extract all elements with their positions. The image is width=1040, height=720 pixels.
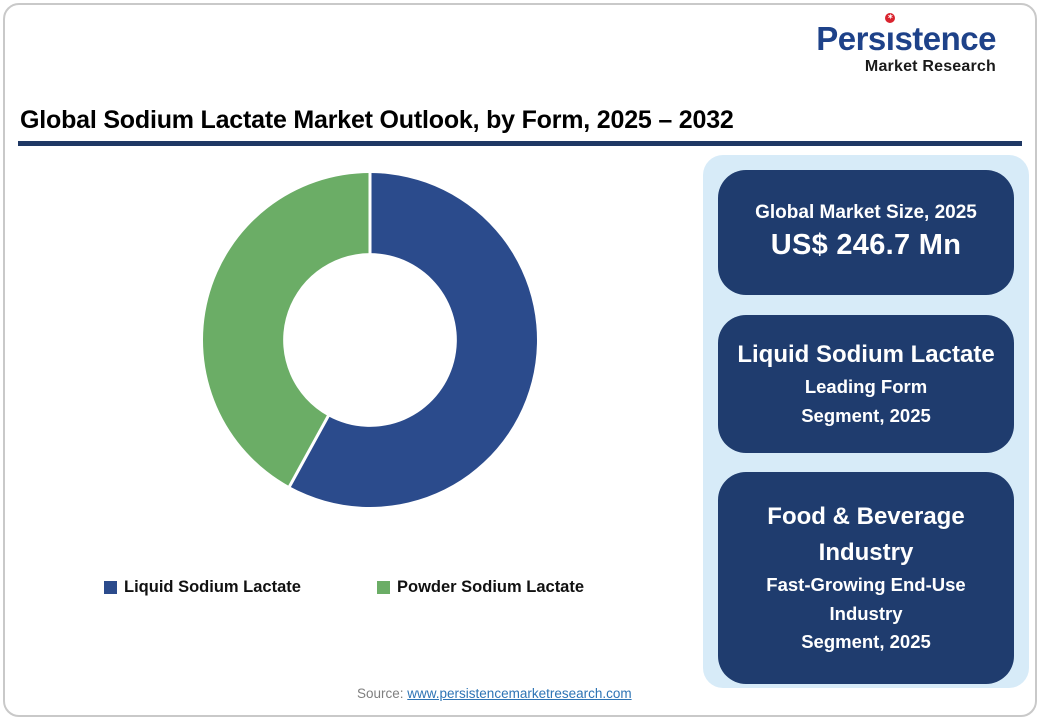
logo-brand-post: stence <box>894 20 996 57</box>
leading-form-sub2: Segment, 2025 <box>801 405 931 426</box>
fast-growing-industry-box: Food & Beverage Industry Fast-Growing En… <box>718 472 1014 684</box>
donut-segment-powder-sodium-lactate <box>203 173 370 487</box>
legend-label: Liquid Sodium Lactate <box>124 578 301 596</box>
donut-segment-liquid-sodium-lactate <box>289 173 537 507</box>
fast-growing-sub1: Fast-Growing End-Use Industry <box>766 573 966 624</box>
legend-item-powder-sodium-lactate: Powder Sodium Lactate <box>377 578 584 597</box>
logo-subtitle: Market Research <box>864 58 996 75</box>
source-line: Source: www.persistencemarketresearch.co… <box>357 686 632 701</box>
logo-star-dot-icon: ı <box>886 22 895 55</box>
fast-growing-sub2: Segment, 2025 <box>801 631 931 653</box>
legend-label: Powder Sodium Lactate <box>397 578 585 596</box>
title-underline-rule <box>18 141 1022 146</box>
leading-form-box: Liquid Sodium Lactate Leading Form Segme… <box>718 315 1014 453</box>
donut-chart-svg <box>203 172 537 507</box>
leading-form-sub1: Leading Form <box>804 376 928 398</box>
legend-swatch-blue <box>104 581 117 594</box>
highlights-panel: Global Market Size, 2025 US$ 246.7 Mn Li… <box>703 155 1029 688</box>
market-size-value: US$ 246.7 Mn <box>770 229 962 262</box>
logo-brand-i: ı <box>885 20 895 57</box>
source-link[interactable]: www.persistencemarketresearch.com <box>407 686 632 701</box>
legend-item-liquid-sodium-lactate: Liquid Sodium Lactate <box>104 578 301 597</box>
market-size-label: Global Market Size, 2025 <box>755 201 977 223</box>
source-prefix: Source: <box>357 686 408 701</box>
donut-segment-separator <box>287 414 330 488</box>
persistence-market-research-logo: Persıstence Market Research <box>816 22 996 75</box>
logo-brand-pre: Pers <box>816 20 886 57</box>
logo-brand-text: Persıstence <box>816 22 996 55</box>
market-size-box: Global Market Size, 2025 US$ 246.7 Mn <box>718 170 1014 295</box>
donut-chart <box>200 170 540 510</box>
leading-form-heading: Liquid Sodium Lactate <box>737 341 995 369</box>
page-title: Global Sodium Lactate Market Outlook, by… <box>20 106 734 134</box>
fast-growing-heading: Food & Beverage Industry <box>767 502 965 566</box>
legend-swatch-green <box>377 581 390 594</box>
